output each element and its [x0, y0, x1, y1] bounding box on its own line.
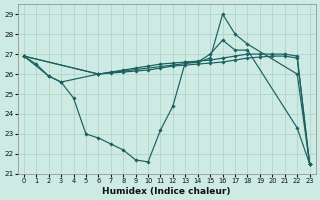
X-axis label: Humidex (Indice chaleur): Humidex (Indice chaleur)	[102, 187, 231, 196]
